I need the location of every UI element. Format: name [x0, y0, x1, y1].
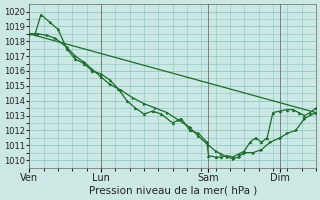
X-axis label: Pression niveau de la mer( hPa ): Pression niveau de la mer( hPa ) [89, 186, 257, 196]
